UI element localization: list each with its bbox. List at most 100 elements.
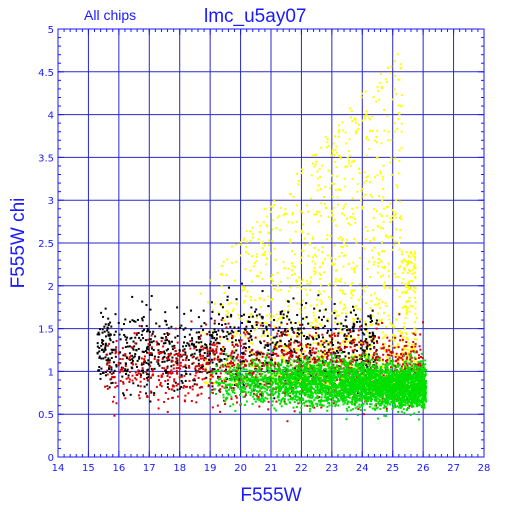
point-green — [361, 363, 364, 366]
point-green — [391, 359, 394, 362]
point-yellow — [402, 359, 405, 362]
point-green — [247, 384, 250, 387]
point-yellow — [352, 216, 355, 219]
point-black — [185, 372, 188, 375]
point-yellow — [365, 113, 368, 116]
point-yellow — [235, 332, 238, 335]
point-green — [330, 360, 333, 363]
point-yellow — [384, 333, 387, 336]
point-yellow — [354, 130, 357, 133]
point-green — [251, 402, 254, 405]
point-red — [117, 352, 120, 355]
point-green — [354, 393, 357, 396]
point-yellow — [414, 328, 417, 331]
point-yellow — [334, 269, 337, 272]
point-black — [222, 353, 225, 356]
point-black — [208, 361, 211, 364]
point-yellow — [391, 248, 394, 251]
point-yellow — [383, 311, 386, 314]
point-green — [289, 401, 292, 404]
point-black — [108, 337, 111, 340]
point-black — [284, 328, 287, 331]
point-red — [313, 360, 316, 363]
point-yellow — [342, 265, 345, 268]
point-yellow — [376, 271, 379, 274]
point-yellow — [393, 88, 396, 91]
point-red — [173, 385, 176, 388]
point-black — [141, 317, 144, 320]
point-yellow — [415, 317, 418, 320]
point-yellow — [312, 314, 315, 317]
point-black — [326, 329, 329, 332]
point-green — [266, 392, 269, 395]
point-green — [319, 363, 322, 366]
point-red — [310, 335, 313, 338]
point-red — [307, 367, 310, 370]
point-yellow — [408, 297, 411, 300]
point-green — [361, 396, 364, 399]
point-yellow — [406, 311, 409, 314]
point-green — [344, 401, 347, 404]
point-red — [221, 385, 224, 388]
point-red — [254, 336, 257, 339]
point-green — [240, 402, 243, 405]
point-red — [239, 344, 242, 347]
point-yellow — [296, 349, 299, 352]
point-black — [206, 355, 209, 358]
point-yellow — [273, 247, 276, 250]
point-yellow — [337, 135, 340, 138]
point-green — [283, 383, 286, 386]
point-red — [124, 397, 127, 400]
point-yellow — [340, 331, 343, 334]
point-red — [139, 390, 142, 393]
point-black — [98, 365, 101, 368]
point-red — [202, 348, 205, 351]
point-yellow — [334, 148, 337, 151]
point-yellow — [357, 123, 360, 126]
point-green — [318, 368, 321, 371]
point-yellow — [394, 92, 397, 95]
point-green — [273, 392, 276, 395]
point-yellow — [322, 195, 325, 198]
point-yellow — [344, 306, 347, 309]
point-yellow — [271, 280, 274, 283]
point-red — [401, 348, 404, 351]
point-black — [147, 376, 150, 379]
point-yellow — [410, 252, 413, 255]
point-yellow — [397, 104, 400, 107]
point-black — [303, 334, 306, 337]
point-yellow — [251, 342, 254, 345]
point-green — [308, 367, 311, 370]
point-green — [371, 381, 374, 384]
point-yellow — [323, 352, 326, 355]
point-black — [134, 336, 137, 339]
point-black — [138, 355, 141, 358]
point-red — [217, 355, 220, 358]
point-red — [134, 371, 137, 374]
point-black — [226, 315, 229, 318]
point-yellow — [410, 359, 413, 362]
point-yellow — [394, 372, 397, 375]
point-yellow — [351, 282, 354, 285]
point-yellow — [378, 302, 381, 305]
point-red — [401, 338, 404, 341]
point-black — [158, 325, 161, 328]
point-green — [316, 394, 319, 397]
point-yellow — [212, 308, 215, 311]
point-yellow — [369, 129, 372, 132]
point-yellow — [242, 301, 245, 304]
point-green — [255, 378, 258, 381]
point-black — [143, 385, 146, 388]
point-yellow — [250, 299, 253, 302]
point-black — [163, 352, 166, 355]
point-yellow — [398, 236, 401, 239]
point-yellow — [389, 220, 392, 223]
point-yellow — [324, 347, 327, 350]
point-green — [270, 397, 273, 400]
point-green — [268, 385, 271, 388]
point-green — [376, 417, 379, 420]
point-black — [356, 359, 359, 362]
point-red — [134, 363, 137, 366]
point-black — [229, 332, 232, 335]
point-yellow — [255, 274, 258, 277]
